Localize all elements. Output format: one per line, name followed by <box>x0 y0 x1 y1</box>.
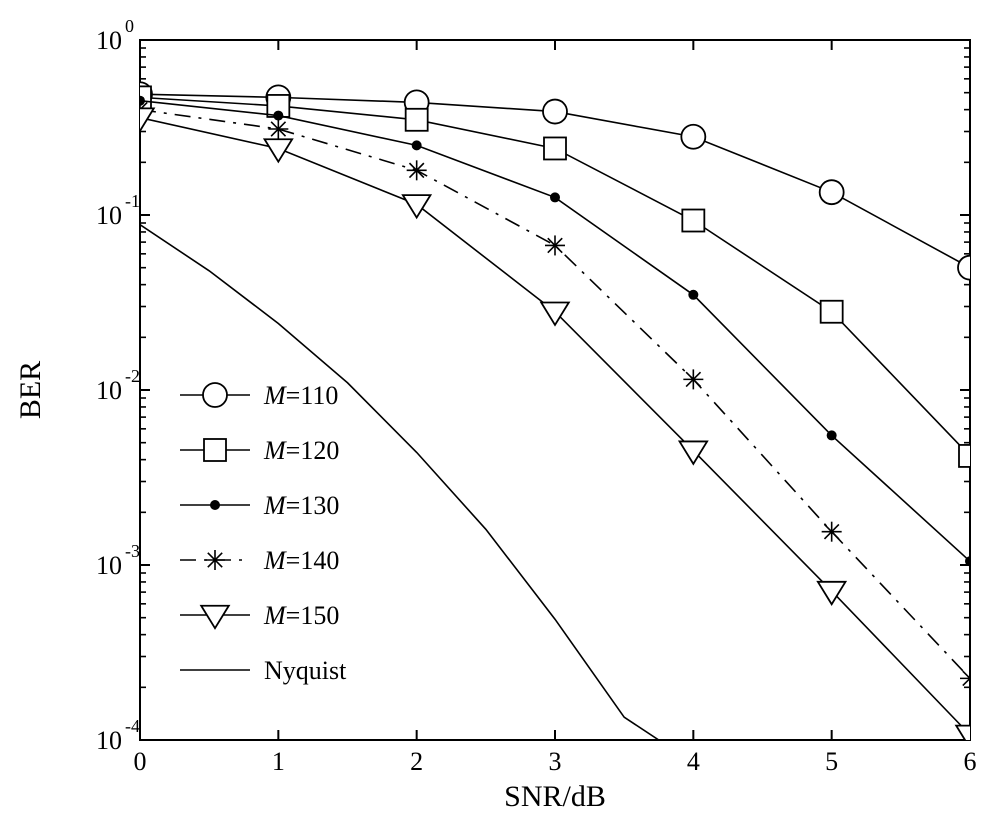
legend-label-m150: M=150 <box>263 601 339 630</box>
legend-label-nyquist: Nyquist <box>264 656 347 685</box>
x-tick-label: 2 <box>410 747 423 776</box>
svg-text:10: 10 <box>96 726 122 755</box>
x-tick-label: 6 <box>964 747 977 776</box>
svg-text:10: 10 <box>96 376 122 405</box>
svg-text:10: 10 <box>96 201 122 230</box>
x-tick-label: 1 <box>272 747 285 776</box>
x-tick-label: 0 <box>134 747 147 776</box>
svg-text:10: 10 <box>96 26 122 55</box>
x-tick-label: 3 <box>549 747 562 776</box>
svg-text:-2: -2 <box>125 366 140 386</box>
ber-vs-snr-chart: 012345610-410-310-210-1100SNR/dBBERM=110… <box>0 0 1000 823</box>
x-tick-label: 5 <box>825 747 838 776</box>
svg-text:-1: -1 <box>125 191 140 211</box>
x-tick-label: 4 <box>687 747 700 776</box>
svg-text:-4: -4 <box>125 716 140 736</box>
x-axis-label: SNR/dB <box>504 780 606 813</box>
svg-text:0: 0 <box>125 16 134 36</box>
legend-label-m110: M=110 <box>263 381 338 410</box>
svg-text:10: 10 <box>96 551 122 580</box>
svg-text:-3: -3 <box>125 541 140 561</box>
legend-label-m120: M=120 <box>263 436 339 465</box>
legend-label-m130: M=130 <box>263 491 339 520</box>
chart-svg: 012345610-410-310-210-1100SNR/dBBERM=110… <box>0 0 1000 823</box>
legend-label-m140: M=140 <box>263 546 339 575</box>
y-axis-label: BER <box>14 361 47 419</box>
